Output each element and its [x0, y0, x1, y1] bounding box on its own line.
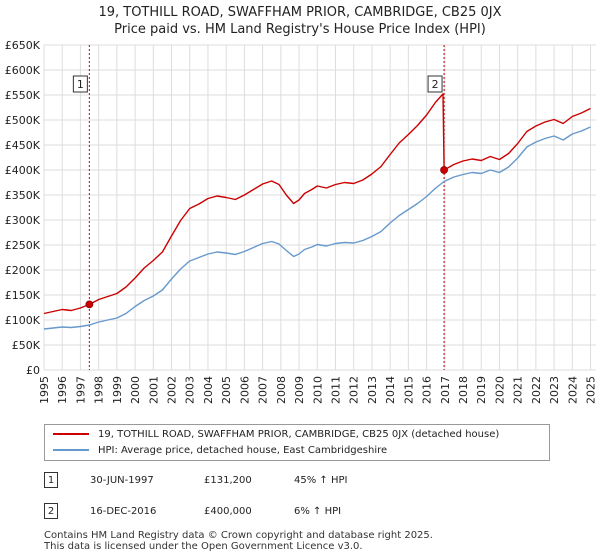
x-tick-label: 2003	[184, 376, 197, 404]
x-tick-label: 2010	[311, 376, 324, 404]
series-line-hpi	[43, 126, 591, 330]
sale-box-label-1: 1	[77, 78, 84, 91]
footer-line-1: Contains HM Land Registry data © Crown c…	[44, 530, 433, 541]
x-tick-label: 2021	[512, 376, 525, 404]
x-tick-label: 1995	[38, 376, 51, 404]
sale-hpi-2: 6% ↑ HPI	[294, 506, 342, 517]
sale-date-1: 30-JUN-1997	[90, 475, 154, 486]
footer-line-2: This data is licensed under the Open Gov…	[44, 541, 363, 552]
series-lines	[43, 93, 591, 330]
sale-box-1	[72, 75, 88, 93]
x-tick-label: 2006	[238, 376, 251, 404]
sale-marker-2	[440, 166, 448, 174]
x-tick-label: 2000	[129, 376, 142, 404]
x-tick-label: 2014	[384, 376, 397, 404]
sale-price-1: £131,200	[204, 475, 252, 486]
x-tick-label: 1996	[56, 376, 69, 404]
sale-hpi-1: 45% ↑ HPI	[294, 475, 348, 486]
y-tick-label: £0	[26, 364, 40, 377]
x-tick-label: 2025	[585, 376, 598, 404]
y-tick-label: £650K	[5, 39, 41, 52]
legend-label-hpi: HPI: Average price, detached house, East…	[98, 445, 388, 456]
title-line-1: 19, TOTHILL ROAD, SWAFFHAM PRIOR, CAMBRI…	[98, 5, 502, 20]
x-tick-label: 2004	[202, 376, 215, 404]
sale-price-2: £400,000	[204, 506, 252, 517]
x-tick-label: 2009	[293, 376, 306, 404]
sale-date-2: 16-DEC-2016	[90, 506, 157, 517]
x-tick-label: 2011	[329, 376, 342, 404]
legend-item-hpi: HPI: Average price, detached house, East…	[53, 443, 387, 459]
x-tick-label: 2012	[348, 376, 361, 404]
legend: 19, TOTHILL ROAD, SWAFFHAM PRIOR, CAMBRI…	[44, 424, 550, 461]
x-tick-label: 2015	[402, 376, 415, 404]
x-tick-label: 1999	[111, 376, 124, 404]
y-tick-label: £500K	[5, 114, 41, 127]
legend-label-property: 19, TOTHILL ROAD, SWAFFHAM PRIOR, CAMBRI…	[98, 429, 500, 440]
x-tick-label: 2023	[548, 376, 561, 404]
sale-box-2	[427, 75, 443, 93]
y-tick-label: £150K	[5, 289, 41, 302]
x-tick-label: 2017	[439, 376, 452, 404]
y-tick-label: £450K	[5, 139, 41, 152]
y-tick-label: £200K	[5, 264, 41, 277]
x-tick-label: 2022	[530, 376, 543, 404]
title-line-2: Price paid vs. HM Land Registry's House …	[114, 22, 486, 37]
x-tick-label: 2007	[257, 376, 270, 404]
x-tick-label: 2016	[421, 376, 434, 404]
x-tick-label: 2018	[457, 376, 470, 404]
y-tick-label: £400K	[5, 164, 41, 177]
x-tick-label: 2005	[220, 376, 233, 404]
y-tick-label: £300K	[5, 214, 41, 227]
x-tick-label: 1997	[74, 376, 87, 404]
sale-badge-2: 2	[44, 503, 58, 519]
sale-marker-1	[85, 300, 94, 309]
y-tick-label: £600K	[5, 64, 41, 77]
x-tick-label: 2002	[166, 376, 179, 404]
sale-box-label-2: 2	[432, 78, 439, 91]
x-tick-label: 2019	[475, 376, 488, 404]
legend-swatch-blue	[53, 449, 89, 451]
y-tick-label: £550K	[5, 89, 41, 102]
y-tick-label: £50K	[12, 339, 41, 352]
legend-item-property: 19, TOTHILL ROAD, SWAFFHAM PRIOR, CAMBRI…	[53, 427, 499, 443]
y-tick-label: £350K	[5, 189, 41, 202]
footer: Contains HM Land Registry data © Crown c…	[44, 530, 433, 552]
x-tick-label: 2013	[366, 376, 379, 404]
x-tick-label: 2020	[493, 376, 506, 404]
x-tick-label: 2024	[566, 376, 579, 404]
y-tick-label: £100K	[5, 314, 41, 327]
y-tick-label: £250K	[5, 239, 41, 252]
sale-badge-1: 1	[44, 472, 58, 488]
x-axis-ticks: 1995 1996 1997 1998 1999 2000 2001 2002 2003 2004…	[38, 376, 598, 404]
x-tick-label: 2008	[275, 376, 288, 404]
price-chart: £0 £50K £100K £150K £200K £250K £300K £350K £400…	[5, 39, 598, 404]
legend-swatch-red	[53, 433, 89, 435]
sale-markers	[85, 166, 448, 309]
grid	[43, 44, 596, 371]
series-line-property	[43, 93, 591, 315]
y-axis-ticks: £0 £50K £100K £150K £200K £250K £300K £350K £400…	[5, 39, 41, 377]
x-tick-label: 2001	[147, 376, 160, 404]
chart-title: 19, TOTHILL ROAD, SWAFFHAM PRIOR, CAMBRI…	[0, 4, 600, 38]
x-tick-label: 1998	[93, 376, 106, 404]
